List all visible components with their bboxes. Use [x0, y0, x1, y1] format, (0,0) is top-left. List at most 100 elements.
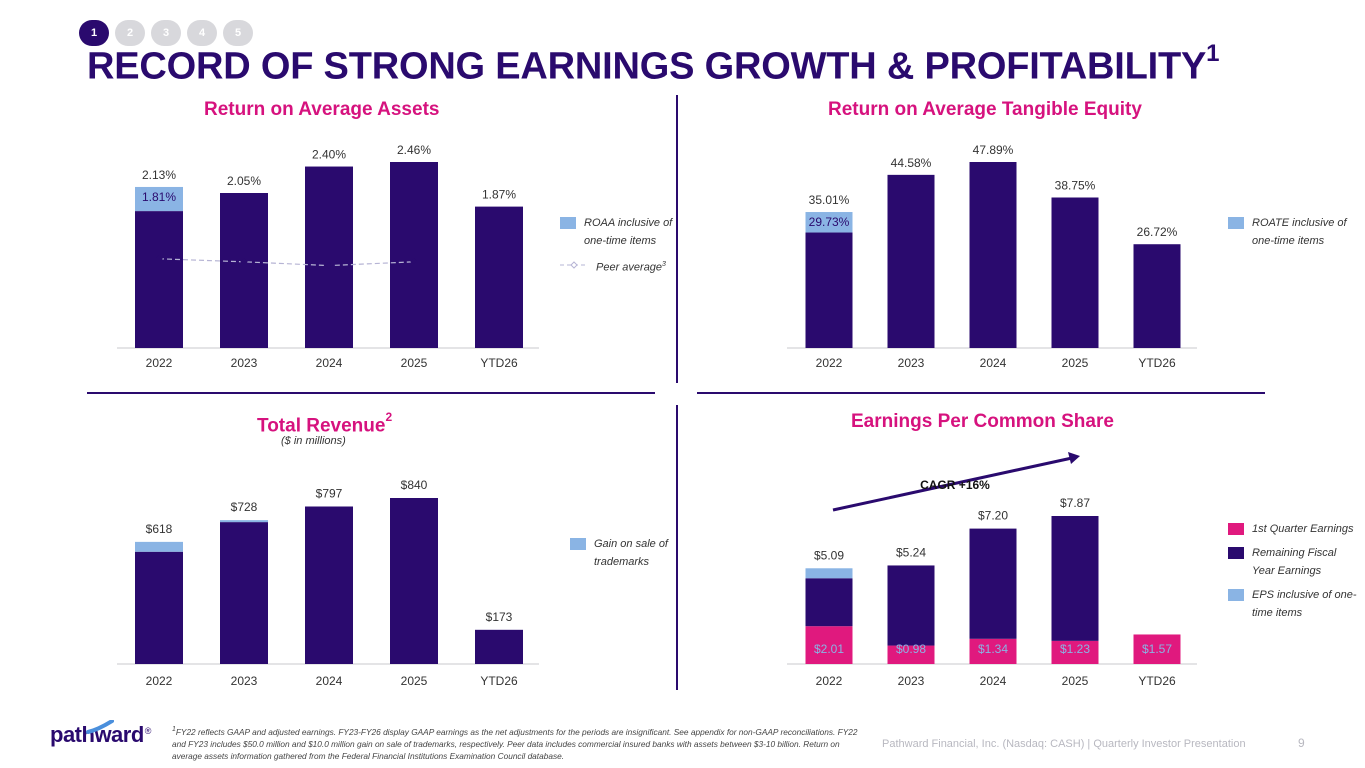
- revenue-bar: [220, 522, 268, 664]
- roaa-tick-label: 2024: [316, 356, 343, 370]
- eps-bar-q1: [969, 638, 1017, 664]
- page-title: RECORD OF STRONG EARNINGS GROWTH & PROFI…: [87, 40, 1220, 88]
- roaa-peer-line: [158, 258, 415, 267]
- legend-roaa-peer: Peer average3: [560, 256, 675, 277]
- roate-inner-label: 29.73%: [809, 215, 850, 229]
- divider-horizontal-left: [87, 392, 655, 394]
- roate-bar: [1051, 197, 1099, 348]
- roate-data-label: 35.01%: [809, 193, 850, 207]
- roaa-bar: [220, 193, 268, 348]
- eps-tick-label: 2025: [1062, 674, 1089, 688]
- eps-bar-remaining: [887, 565, 935, 646]
- legend-eps-remaining: Remaining Fiscal Year Earnings: [1228, 544, 1360, 580]
- roate-data-label: 38.75%: [1055, 178, 1096, 192]
- eps-tick-label: YTD26: [1138, 674, 1176, 688]
- eps-bar-q1: [1133, 634, 1181, 664]
- revenue-tick-label: 2024: [316, 674, 343, 688]
- eps-legend: 1st Quarter Earnings Remaining Fiscal Ye…: [1228, 520, 1360, 628]
- roaa-tick-label: 2023: [231, 356, 258, 370]
- eps-cagr-label: CAGR +16%: [920, 478, 990, 492]
- eps-q1-label: $0.98: [896, 642, 926, 656]
- eps-cagr-arrow: [832, 456, 1073, 512]
- step-4[interactable]: 4: [187, 20, 217, 46]
- roaa-data-label: 2.13%: [142, 168, 176, 182]
- roaa-peer-point: [240, 258, 248, 266]
- eps-bar-one-time: [805, 568, 853, 579]
- revenue-title: Total Revenue2: [257, 410, 393, 437]
- roate-bar: [969, 162, 1017, 348]
- roate-bar-one-time: [805, 212, 853, 233]
- eps-data-label: $7.20: [978, 509, 1008, 523]
- roate-data-label: 26.72%: [1137, 225, 1178, 239]
- roate-data-label: 44.58%: [891, 156, 932, 170]
- roaa-bar: [135, 211, 183, 348]
- revenue-data-label: $173: [486, 610, 513, 624]
- legend-swatch: [1228, 589, 1244, 601]
- revenue-bar-gain: [220, 520, 268, 523]
- revenue-subtitle: ($ in millions): [281, 435, 346, 447]
- pathward-logo: pathward ®: [50, 722, 151, 748]
- divider-vertical-bottom: [676, 405, 678, 690]
- legend-eps-one-time: EPS inclusive of one-time items: [1228, 586, 1360, 622]
- roate-legend: ROATE inclusive of one-time items: [1228, 214, 1348, 256]
- eps-q1-label: $1.23: [1060, 642, 1090, 656]
- step-1[interactable]: 1: [79, 20, 109, 46]
- logo-registered: ®: [144, 726, 152, 736]
- revenue-data-label: $618: [146, 522, 173, 536]
- eps-q1-label: $2.01: [814, 642, 844, 656]
- revenue-tick-label: 2022: [146, 674, 173, 688]
- roaa-bar: [475, 206, 523, 348]
- legend-swatch: [560, 217, 576, 229]
- logo-wordmark: pathward: [50, 722, 144, 747]
- revenue-bar: [475, 629, 523, 664]
- roate-bar: [887, 174, 935, 348]
- eps-data-label: $5.24: [896, 545, 926, 559]
- roaa-bar: [390, 162, 438, 348]
- roaa-bar-one-time: [135, 186, 183, 212]
- step-3[interactable]: 3: [151, 20, 181, 46]
- legend-roaa-one-time: ROAA inclusive of one-time items: [560, 214, 675, 250]
- roaa-data-label: 2.46%: [397, 143, 431, 157]
- step-2[interactable]: 2: [115, 20, 145, 46]
- roaa-peer-point: [155, 255, 163, 263]
- divider-horizontal-right: [697, 392, 1265, 394]
- legend-swatch: [570, 538, 586, 550]
- logo-swoosh-icon: [86, 720, 114, 734]
- roaa-tick-label: YTD26: [480, 356, 518, 370]
- legend-revenue-gain: Gain on sale of trademarks: [570, 535, 680, 571]
- roate-bar: [805, 232, 853, 348]
- divider-vertical-top: [676, 95, 678, 383]
- roate-data-label: 47.89%: [973, 143, 1014, 157]
- eps-tick-label: 2024: [980, 674, 1007, 688]
- eps-q1-label: $1.57: [1142, 642, 1172, 656]
- roate-tick-label: 2024: [980, 356, 1007, 370]
- revenue-bar: [390, 498, 438, 664]
- roate-title: Return on Average Tangible Equity: [828, 99, 1142, 120]
- roate-bar: [1133, 244, 1181, 348]
- roaa-legend: ROAA inclusive of one-time items Peer av…: [560, 214, 675, 283]
- presentation-label: Pathward Financial, Inc. (Nasdaq: CASH) …: [882, 738, 1246, 750]
- roaa-peer-point: [410, 258, 418, 266]
- legend-swatch: [1228, 523, 1244, 535]
- revenue-data-label: $840: [401, 478, 428, 492]
- page-number: 9: [1298, 736, 1305, 750]
- roaa-data-label: 2.40%: [312, 148, 346, 162]
- roaa-tick-label: 2022: [146, 356, 173, 370]
- roaa-data-label: 1.87%: [482, 188, 516, 202]
- revenue-tick-label: YTD26: [480, 674, 518, 688]
- eps-q1-label: $1.34: [978, 642, 1008, 656]
- revenue-bar-gain: [135, 541, 183, 552]
- eps-bar-remaining: [969, 528, 1017, 639]
- eps-bar-q1: [805, 626, 853, 664]
- eps-tick-label: 2023: [898, 674, 925, 688]
- revenue-legend: Gain on sale of trademarks: [570, 535, 680, 577]
- step-5[interactable]: 5: [223, 20, 253, 46]
- roate-tick-label: YTD26: [1138, 356, 1176, 370]
- roaa-title: Return on Average Assets: [204, 99, 440, 120]
- revenue-tick-label: 2025: [401, 674, 428, 688]
- roaa-data-label: 2.05%: [227, 174, 261, 188]
- revenue-data-label: $797: [316, 486, 343, 500]
- roaa-inner-label: 1.81%: [142, 190, 176, 204]
- footnote: 1FY22 reflects GAAP and adjusted earning…: [172, 726, 858, 761]
